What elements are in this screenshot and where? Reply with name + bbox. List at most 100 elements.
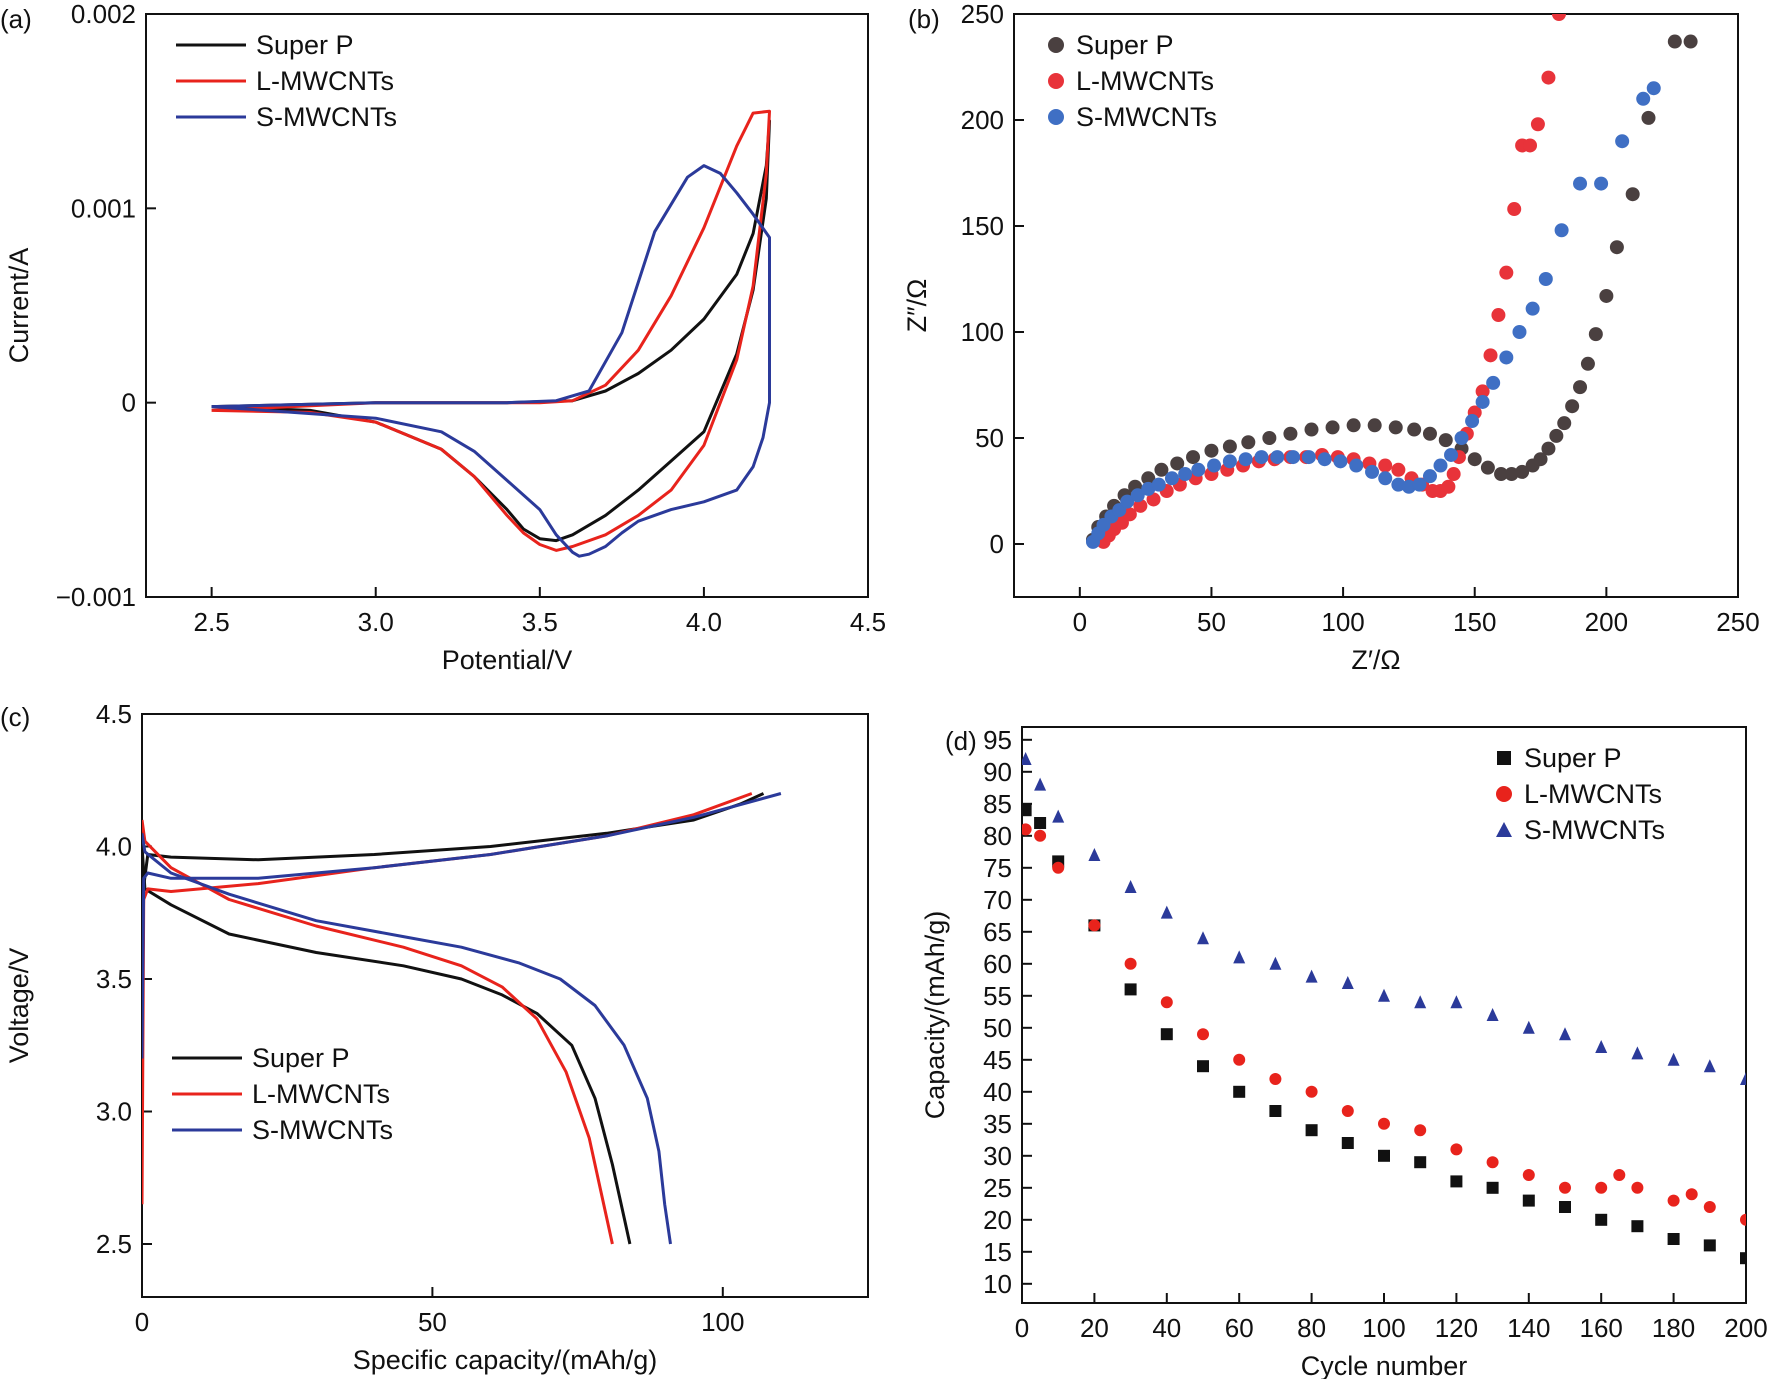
x-tick-label: 0 <box>1073 607 1087 637</box>
data-point <box>1595 1213 1608 1226</box>
plot-area <box>142 792 782 1245</box>
x-tick-label: 160 <box>1580 1313 1623 1343</box>
y-tick-label: 10 <box>983 1269 1012 1299</box>
data-point <box>1378 458 1393 473</box>
legend-label: L-MWCNTs <box>1076 66 1214 96</box>
legend-label: S-MWCNTs <box>1076 102 1217 132</box>
data-point <box>1178 467 1193 482</box>
data-point <box>1444 447 1459 462</box>
legend-swatch <box>1496 786 1512 802</box>
data-point <box>1270 450 1285 465</box>
data-point <box>1412 477 1427 492</box>
series-line <box>142 846 632 1245</box>
data-point <box>1022 752 1032 765</box>
data-point <box>1151 477 1166 492</box>
x-tick-label: 250 <box>1716 607 1759 637</box>
data-point <box>1367 418 1382 433</box>
data-point <box>1222 454 1237 469</box>
x-tick-label: 50 <box>1197 607 1226 637</box>
data-point <box>1197 931 1209 945</box>
data-point <box>1238 452 1253 467</box>
panel-label: (b) <box>908 4 940 34</box>
data-point <box>1052 861 1065 874</box>
data-point <box>1388 420 1403 435</box>
x-tick-label: 0 <box>135 1307 149 1337</box>
data-point <box>1141 471 1156 486</box>
data-point <box>1588 327 1603 342</box>
data-point <box>1631 1181 1644 1194</box>
data-point <box>1333 454 1348 469</box>
data-point <box>1454 431 1469 445</box>
data-point <box>1124 880 1137 893</box>
legend-label: S-MWCNTs <box>252 1115 393 1145</box>
data-point <box>1422 426 1437 441</box>
data-point <box>1450 995 1463 1009</box>
data-point <box>1685 1188 1698 1201</box>
data-point <box>1122 507 1137 522</box>
chart-panel-a: (a) 2.5 3.0 3.5 4.0 4.5 −0.001 0 0.001 0.002 Poten… <box>0 0 886 675</box>
data-point <box>1154 462 1169 477</box>
y-tick-label: 40 <box>983 1077 1012 1107</box>
data-point <box>1522 1020 1535 1034</box>
plot-frame <box>145 13 869 598</box>
y-tick-label: 25 <box>983 1173 1012 1203</box>
data-point <box>1120 494 1135 509</box>
series-line <box>142 792 765 1046</box>
y-tick-label: 0 <box>990 529 1004 559</box>
data-point <box>1407 422 1422 437</box>
series-line <box>211 164 771 558</box>
data-point <box>1522 1169 1535 1181</box>
data-point <box>1378 471 1393 486</box>
data-point <box>1391 462 1406 477</box>
legend-label: L-MWCNTs <box>1524 779 1662 809</box>
data-point <box>1433 458 1448 473</box>
data-point <box>1507 202 1522 217</box>
y-tick-label: 90 <box>983 757 1012 787</box>
series-line <box>142 792 782 1059</box>
data-point <box>1305 969 1318 983</box>
series-line <box>142 833 672 1245</box>
data-point <box>1565 399 1580 414</box>
data-point <box>1683 34 1698 49</box>
data-point <box>1557 416 1572 431</box>
data-point <box>1486 1156 1499 1169</box>
data-point <box>1512 325 1527 339</box>
data-point <box>1269 1105 1282 1117</box>
data-point <box>1197 1028 1209 1041</box>
data-point <box>1525 301 1540 316</box>
x-axis-label: Potential/V <box>442 645 573 675</box>
data-point <box>1034 777 1047 791</box>
data-point <box>1222 439 1237 454</box>
data-point <box>1559 1181 1571 1194</box>
data-point <box>1499 265 1514 280</box>
x-axis-label: Specific capacity/(mAh/g) <box>353 1345 658 1375</box>
data-point <box>1022 823 1032 836</box>
data-point <box>1667 1194 1680 1207</box>
data-point <box>1631 1046 1644 1060</box>
x-axis-label: Z′/Ω <box>1351 645 1400 675</box>
data-point <box>1703 1239 1716 1252</box>
x-tick-label: 140 <box>1507 1313 1550 1343</box>
data-point <box>1088 848 1101 861</box>
panel-label: (d) <box>945 726 977 756</box>
y-tick-label: 20 <box>983 1205 1012 1235</box>
legend-label: Super P <box>1524 743 1622 773</box>
y-tick-label: 3.0 <box>96 1097 132 1127</box>
data-point <box>1494 467 1509 482</box>
data-point <box>1483 348 1498 363</box>
data-point <box>1204 443 1219 458</box>
data-point <box>1305 1085 1318 1098</box>
x-tick-label: 100 <box>1321 607 1364 637</box>
legend-label: S-MWCNTs <box>256 102 397 132</box>
data-point <box>1522 1194 1535 1207</box>
data-point <box>1088 919 1101 932</box>
panel-label: (c) <box>0 702 30 732</box>
x-tick-label: 100 <box>701 1307 744 1337</box>
data-point <box>1740 1072 1746 1085</box>
data-point <box>1124 957 1137 970</box>
series-line <box>211 119 771 543</box>
data-point <box>1438 433 1453 448</box>
data-point <box>1703 1201 1716 1213</box>
data-point <box>1538 272 1553 286</box>
data-point <box>1170 456 1185 471</box>
